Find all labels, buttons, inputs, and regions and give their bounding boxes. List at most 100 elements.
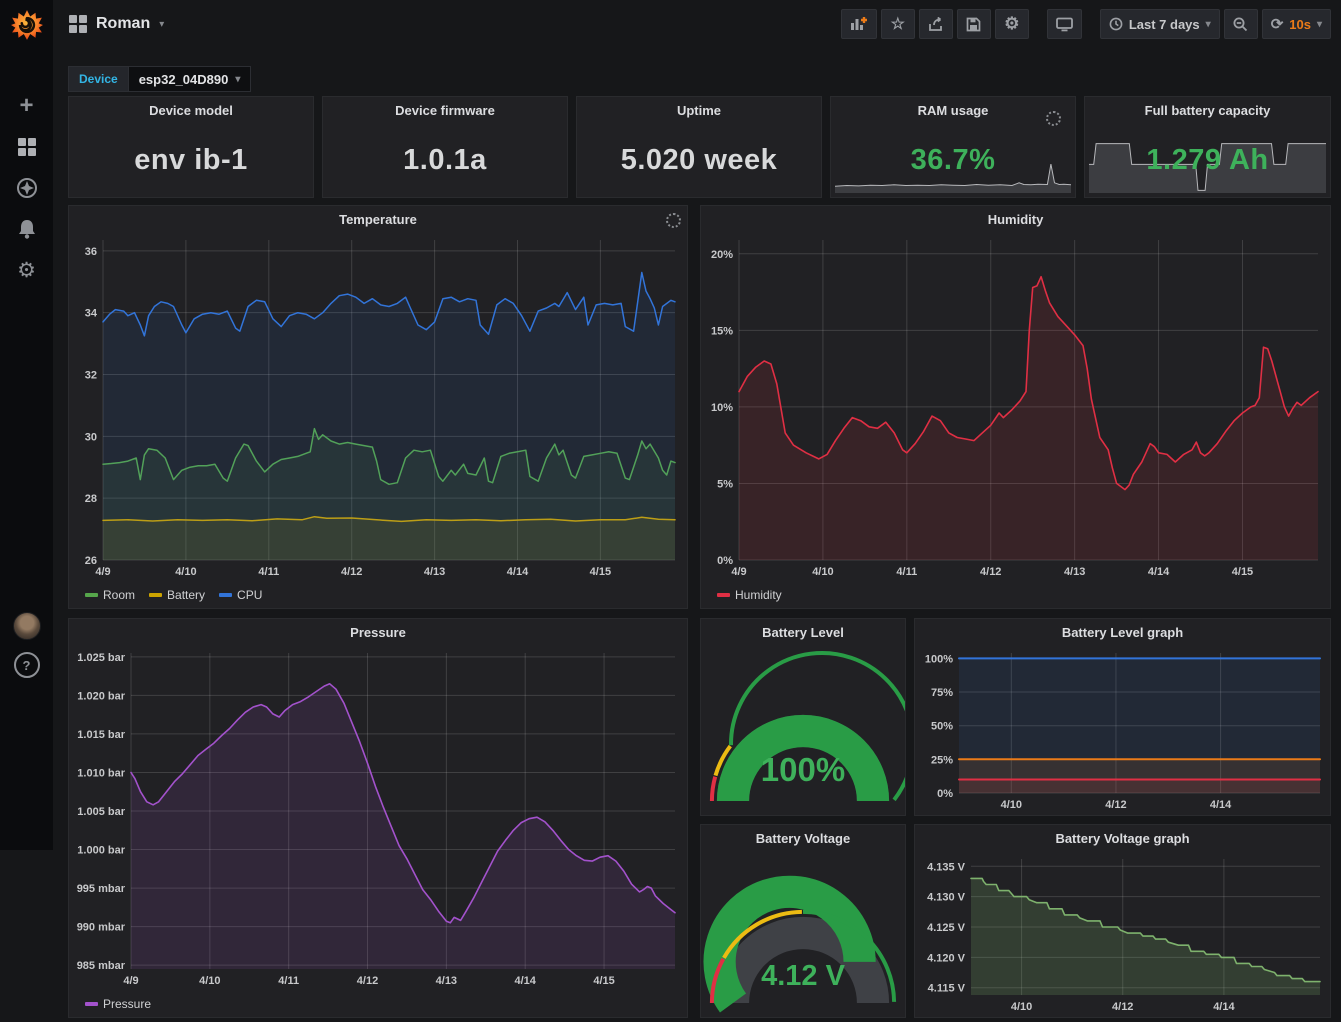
svg-text:100%: 100% — [925, 653, 953, 665]
battery-voltage-graph-chart[interactable]: 4/10 4/12 4/14 4.135 V 4.130 V 4.125 V 4.120 V… — [915, 851, 1330, 1017]
svg-text:4/13: 4/13 — [436, 975, 457, 987]
panel-title[interactable]: Device firmware — [323, 97, 567, 123]
legend-item-battery[interactable]: Battery — [149, 588, 205, 602]
svg-text:4/14: 4/14 — [1210, 799, 1232, 811]
loading-spinner-icon — [666, 213, 681, 228]
svg-text:30: 30 — [85, 431, 97, 443]
stat-title: RAM usage — [917, 102, 989, 118]
svg-text:4.135 V: 4.135 V — [927, 861, 966, 873]
svg-text:4/10: 4/10 — [1001, 799, 1022, 811]
stat-panel-device-firmware: Device firmware 1.0.1a — [322, 96, 568, 198]
humidity-legend: Humidity — [701, 582, 1330, 608]
gear-icon: ⚙ — [17, 258, 36, 282]
share-button[interactable] — [918, 9, 953, 39]
device-variable: Device esp32_04D890 ▾ — [68, 66, 252, 92]
create-button[interactable]: + — [0, 86, 53, 126]
svg-text:4.130 V: 4.130 V — [927, 892, 966, 904]
battery-level-graph-panel: Battery Level graph 4/10 4/12 4/14 100% 75% 5… — [914, 618, 1331, 816]
panel-title[interactable]: Battery Voltage — [701, 825, 905, 851]
zoom-out-icon — [1233, 17, 1248, 31]
pressure-legend: Pressure — [69, 991, 687, 1017]
svg-text:4/13: 4/13 — [1064, 566, 1085, 578]
sidebar-item-configuration[interactable]: ⚙ — [0, 250, 53, 290]
svg-text:4/11: 4/11 — [278, 975, 299, 987]
panel-title[interactable]: Full battery capacity — [1085, 97, 1330, 123]
svg-text:36: 36 — [85, 246, 97, 258]
add-panel-button[interactable] — [840, 9, 877, 39]
stat-value: env ib-1 — [134, 143, 248, 176]
refresh-button[interactable]: ⟳ 10s ▾ — [1261, 9, 1331, 39]
sidebar-item-explore[interactable] — [0, 168, 53, 208]
humidity-panel: Humidity 4/9 4/10 4/11 4/12 4/13 4/14 4/15 20% 1… — [700, 205, 1331, 609]
svg-text:985 mbar: 985 mbar — [77, 960, 126, 972]
battery-level-gauge-panel: Battery Level 100% — [700, 618, 906, 816]
panel-title[interactable]: RAM usage — [831, 97, 1075, 123]
battery-level-graph-chart[interactable]: 4/10 4/12 4/14 100% 75% 50% 25% 0% — [915, 645, 1330, 815]
temperature-chart[interactable]: 4/9 4/10 4/11 4/12 4/13 4/14 4/15 36 34 32 30 28 26 — [69, 232, 687, 582]
dashboard-settings-button[interactable]: ⚙ — [994, 9, 1029, 39]
svg-text:990 mbar: 990 mbar — [77, 922, 126, 934]
panel-title[interactable]: Battery Level graph — [915, 619, 1330, 645]
legend-item-humidity[interactable]: Humidity — [717, 588, 782, 602]
loading-spinner-icon — [1046, 111, 1061, 126]
stat-title: Uptime — [676, 102, 722, 118]
save-icon — [966, 17, 981, 31]
pressure-chart[interactable]: 4/9 4/10 4/11 4/12 4/13 4/14 4/15 1.025 bar 1.02… — [69, 645, 687, 991]
share-icon — [928, 16, 942, 31]
panel-title[interactable]: Device model — [69, 97, 313, 123]
help-icon[interactable]: ? — [13, 652, 40, 678]
temperature-panel-title: Temperature — [339, 211, 417, 227]
legend-item-room[interactable]: Room — [85, 588, 135, 602]
panel-title[interactable]: Battery Voltage graph — [915, 825, 1330, 851]
panel-title[interactable]: Battery Level — [701, 619, 905, 645]
svg-text:4/9: 4/9 — [95, 566, 110, 578]
bell-icon — [18, 220, 35, 239]
device-variable-label: Device — [68, 66, 128, 92]
tv-mode-button[interactable] — [1046, 9, 1082, 39]
svg-text:10%: 10% — [711, 402, 733, 414]
svg-text:32: 32 — [85, 369, 97, 381]
dashboard-title-button[interactable]: Roman ▾ — [69, 15, 164, 33]
panel-title[interactable]: Uptime — [577, 97, 821, 123]
svg-text:4/9: 4/9 — [123, 975, 138, 987]
save-button[interactable] — [956, 9, 991, 39]
humidity-chart[interactable]: 4/9 4/10 4/11 4/12 4/13 4/14 4/15 20% 15% 10% 5% 0% — [701, 232, 1330, 582]
svg-text:1.015 bar: 1.015 bar — [77, 729, 125, 741]
battery-voltage-gauge: 4.12 V — [701, 851, 905, 1017]
star-button[interactable]: ☆ — [880, 9, 915, 39]
page-title: Roman — [96, 15, 151, 32]
battery-level-graph-title: Battery Level graph — [1061, 624, 1184, 640]
panel-title[interactable]: Temperature — [69, 206, 687, 232]
panel-title[interactable]: Humidity — [701, 206, 1330, 232]
sidebar: + ⚙ ? — [0, 0, 53, 850]
svg-text:15%: 15% — [711, 325, 733, 337]
plus-icon: + — [19, 92, 34, 119]
legend-item-pressure[interactable]: Pressure — [85, 997, 151, 1011]
add-panel-icon — [850, 17, 867, 30]
legend-item-cpu[interactable]: CPU — [219, 588, 262, 602]
stat-title: Device firmware — [395, 102, 495, 118]
svg-text:50%: 50% — [931, 721, 953, 733]
panel-title[interactable]: Pressure — [69, 619, 687, 645]
device-variable-dropdown[interactable]: esp32_04D890 ▾ — [127, 66, 252, 92]
svg-text:4/12: 4/12 — [980, 566, 1001, 578]
svg-text:4/11: 4/11 — [896, 566, 917, 578]
svg-text:5%: 5% — [717, 478, 733, 490]
device-variable-value: esp32_04D890 — [138, 71, 229, 87]
battery-level-title: Battery Level — [762, 624, 844, 640]
svg-text:4/15: 4/15 — [593, 975, 614, 987]
grafana-logo[interactable] — [0, 5, 53, 45]
svg-text:1.005 bar: 1.005 bar — [77, 806, 125, 818]
sidebar-item-alerting[interactable] — [0, 209, 53, 249]
monitor-icon — [1055, 17, 1073, 31]
humidity-panel-title: Humidity — [987, 211, 1044, 227]
sidebar-item-dashboards[interactable] — [0, 127, 53, 167]
time-range-picker[interactable]: Last 7 days ▾ — [1099, 9, 1220, 39]
user-avatar[interactable] — [12, 612, 41, 640]
svg-text:1.020 bar: 1.020 bar — [77, 690, 125, 702]
svg-text:4/14: 4/14 — [1213, 1001, 1235, 1013]
temperature-legend: Room Battery CPU — [69, 582, 687, 608]
svg-text:4/11: 4/11 — [258, 566, 279, 578]
svg-text:4.125 V: 4.125 V — [927, 922, 966, 934]
zoom-out-button[interactable] — [1223, 9, 1258, 39]
